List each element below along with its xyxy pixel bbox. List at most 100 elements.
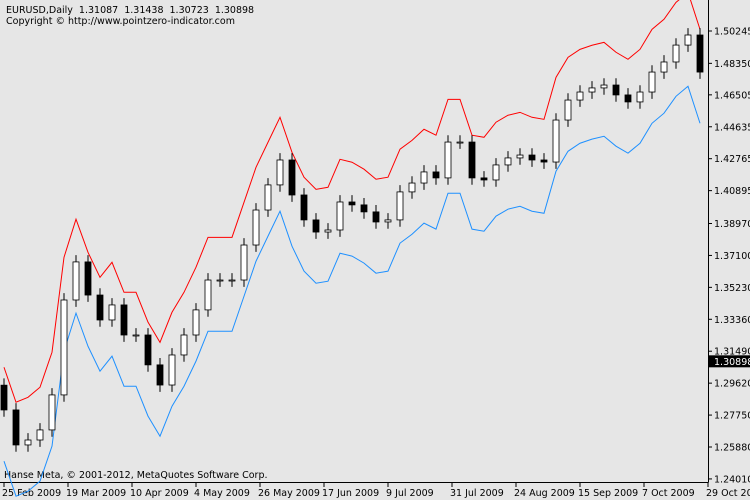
symbol: EURUSD,Daily <box>6 5 73 16</box>
x-tick-label: 29 Oct 2009 <box>706 488 750 499</box>
candle-body <box>480 177 488 181</box>
candle-body <box>228 279 236 282</box>
x-tick-label: 19 Mar 2009 <box>66 488 126 499</box>
candle-body <box>684 34 692 46</box>
x-tick-label: 26 May 2009 <box>258 488 320 499</box>
candle-body <box>336 201 344 231</box>
candle-body <box>516 154 524 159</box>
header-value: 1.30898 <box>215 5 254 16</box>
candle-body <box>612 84 620 96</box>
candle-body <box>252 209 260 246</box>
candle-body <box>396 191 404 221</box>
candle-body <box>60 299 68 396</box>
candle-body <box>576 91 584 101</box>
x-tick-label: 4 May 2009 <box>194 488 250 499</box>
y-tick-label: 1.37100 <box>714 251 750 262</box>
candle-body <box>672 44 680 63</box>
candle-body <box>36 429 44 441</box>
price-marker-box <box>709 355 750 368</box>
candle-body <box>504 157 512 166</box>
y-tick-label: 1.31490 <box>714 347 750 358</box>
y-tick-label: 1.25880 <box>714 442 750 453</box>
candle-body <box>120 304 128 336</box>
header-value: 1.31087 <box>79 5 118 16</box>
y-tick-label: 1.27750 <box>714 411 750 422</box>
candle-body <box>276 159 284 186</box>
x-tick-label: 10 Apr 2009 <box>130 488 189 499</box>
candle-body <box>72 261 80 301</box>
candle-body <box>552 119 560 163</box>
candle-body <box>324 229 332 233</box>
candle-body <box>600 84 608 89</box>
candle-body <box>408 182 416 193</box>
candle-body <box>264 184 272 211</box>
x-tick-label: 31 Jul 2009 <box>450 488 504 499</box>
candle-body <box>564 99 572 121</box>
header-value: 1.31438 <box>124 5 163 16</box>
y-tick-label: 1.44635 <box>714 122 750 133</box>
band-line <box>3 0 701 403</box>
candle-body <box>204 279 212 311</box>
candle-body <box>540 159 548 163</box>
header-value: 1.30723 <box>170 5 209 16</box>
y-tick-label: 1.38970 <box>714 219 750 230</box>
candle-body <box>180 334 188 356</box>
y-tick-label: 1.48350 <box>714 59 750 70</box>
candle-body <box>192 309 200 336</box>
x-tick-label: 17 Jun 2009 <box>322 488 379 499</box>
candle-body <box>108 304 116 321</box>
header-ohlc: 1.31087 1.31438 1.30723 1.30898 <box>79 5 254 16</box>
y-tick-label: 1.33360 <box>714 315 750 326</box>
candle-body <box>492 164 500 181</box>
candle-body <box>168 354 176 386</box>
candle-body <box>312 219 320 233</box>
x-tick-label: 24 Aug 2009 <box>514 488 575 499</box>
candle-body <box>660 61 668 73</box>
candle-body <box>216 279 224 282</box>
candle-body <box>84 261 92 296</box>
candle-body <box>624 94 632 103</box>
y-tick-label: 1.35230 <box>714 283 750 294</box>
candle-body <box>636 91 644 103</box>
price-marker-label: 1.30898 <box>714 357 750 368</box>
candle-body <box>348 201 356 206</box>
candle-body <box>240 244 248 281</box>
candle-body <box>144 334 152 366</box>
y-tick-label: 1.24010 <box>714 474 750 485</box>
candle-body <box>468 141 476 179</box>
candle-body <box>0 384 8 411</box>
candle-body <box>384 219 392 223</box>
subtitle: Copyright © http://www.pointzero-indicat… <box>6 16 235 27</box>
candle-body <box>588 87 596 93</box>
candle-body <box>132 334 140 337</box>
y-tick-label: 1.46505 <box>714 90 750 101</box>
y-tick-label: 1.42765 <box>714 154 750 165</box>
watermark: Hanse Meta, © 2001-2012, MetaQuotes Soft… <box>4 470 268 481</box>
candle-body <box>528 154 536 161</box>
candle-body <box>420 171 428 184</box>
x-tick-label: 15 Sep 2009 <box>578 488 638 499</box>
chart-header: EURUSD,Daily 1.31087 1.31438 1.30723 1.30898 <box>6 5 254 16</box>
candle-body <box>288 159 296 196</box>
candle-body <box>444 141 452 179</box>
candle-body <box>648 71 656 93</box>
candle-body <box>96 294 104 321</box>
candle-body <box>432 171 440 179</box>
candle-body <box>696 34 704 73</box>
y-tick-label: 1.29620 <box>714 379 750 390</box>
candle-body <box>156 364 164 386</box>
x-tick-label: 25 Feb 2009 <box>2 488 61 499</box>
candle-body <box>456 141 464 144</box>
candle-body <box>48 394 56 431</box>
y-tick-label: 1.40895 <box>714 186 750 197</box>
x-tick-label: 7 Oct 2009 <box>642 488 695 499</box>
x-tick-label: 9 Jul 2009 <box>386 488 434 499</box>
candle-body <box>300 194 308 221</box>
y-tick-label: 1.50245 <box>714 26 750 37</box>
candle-body <box>12 409 20 446</box>
candle-body <box>24 439 32 446</box>
band-line <box>3 85 701 497</box>
candle-body <box>372 211 380 223</box>
